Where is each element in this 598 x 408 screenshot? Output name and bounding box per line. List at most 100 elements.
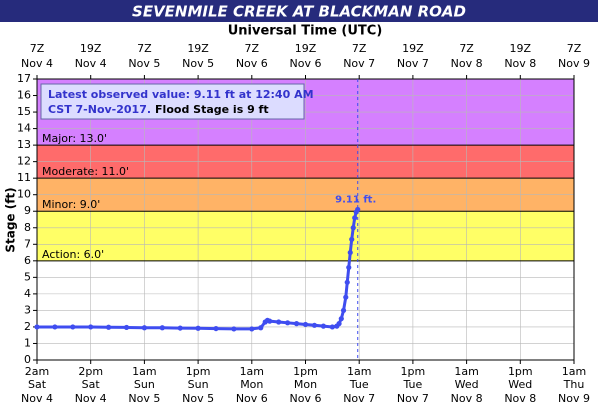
y-tick-label: 13 xyxy=(17,138,31,151)
data-point xyxy=(338,316,344,322)
y-tick-label: 9 xyxy=(24,204,31,217)
bottom-tick-date: Nov 8 xyxy=(451,392,483,405)
top-tick-label: 7Z xyxy=(30,42,45,55)
bottom-tick-day: Sun xyxy=(188,378,209,391)
data-point xyxy=(70,324,76,330)
bottom-tick-time: 2am xyxy=(25,365,49,378)
top-tick-label: 19Z xyxy=(402,42,424,55)
data-point xyxy=(311,322,318,328)
top-tick-date: Nov 5 xyxy=(182,57,214,70)
annotation-date: CST 7-Nov-2017. xyxy=(48,103,151,116)
top-tick-label: 19Z xyxy=(510,42,532,55)
bottom-tick-day: Sat xyxy=(82,378,101,391)
y-tick-label: 17 xyxy=(17,72,31,85)
top-tick-date: Nov 8 xyxy=(451,57,483,70)
y-tick-label: 15 xyxy=(17,105,31,118)
data-point xyxy=(267,318,273,324)
y-tick-label: 12 xyxy=(17,155,31,168)
bottom-tick-day: Mon xyxy=(240,378,263,391)
data-point xyxy=(329,324,335,330)
data-point xyxy=(52,324,58,330)
y-tick-label: 14 xyxy=(17,122,31,135)
data-point xyxy=(347,249,353,256)
top-tick-date: Nov 4 xyxy=(75,57,107,70)
y-tick-label: 6 xyxy=(24,254,31,267)
data-point xyxy=(346,264,352,271)
bottom-tick-time: 1am xyxy=(562,365,586,378)
bottom-tick-date: Nov 7 xyxy=(343,392,375,405)
data-point xyxy=(285,320,291,326)
band-label: Major: 13.0' xyxy=(42,132,107,145)
data-point xyxy=(141,325,147,331)
bottom-tick-date: Nov 9 xyxy=(558,392,590,405)
y-tick-label: 8 xyxy=(24,221,31,234)
data-point xyxy=(34,324,40,330)
data-point xyxy=(88,324,94,330)
chart-title: SEVENMILE CREEK AT BLACKMAN ROAD xyxy=(132,3,466,21)
bottom-tick-date: Nov 6 xyxy=(236,392,268,405)
data-point xyxy=(106,324,112,330)
band-label: Action: 6.0' xyxy=(42,248,104,261)
top-tick-label: 7Z xyxy=(459,42,474,55)
y-tick-label: 5 xyxy=(24,270,31,283)
data-point xyxy=(302,321,309,328)
y-tick-label: 7 xyxy=(24,237,31,250)
bottom-tick-day: Mon xyxy=(294,378,317,391)
bottom-tick-date: Nov 8 xyxy=(504,392,536,405)
y-tick-label: 10 xyxy=(17,188,31,201)
bottom-tick-time: 1pm xyxy=(293,365,318,378)
y-tick-label: 4 xyxy=(24,287,31,300)
data-point xyxy=(195,325,201,331)
top-tick-date: Nov 4 xyxy=(21,57,53,70)
top-tick-label: 7Z xyxy=(245,42,260,55)
bottom-tick-time: 1am xyxy=(240,365,264,378)
data-point xyxy=(320,323,326,329)
y-tick-label: 11 xyxy=(17,171,31,184)
band-label: Moderate: 11.0' xyxy=(42,165,129,178)
y-tick-label: 2 xyxy=(24,320,31,333)
data-point xyxy=(276,319,282,325)
data-point xyxy=(258,325,264,331)
top-tick-label: 7Z xyxy=(567,42,582,55)
data-point xyxy=(159,325,165,331)
annotation-line: CST 7-Nov-2017. Flood Stage is 9 ft xyxy=(48,103,269,116)
top-tick-label: 7Z xyxy=(137,42,152,55)
title-bar xyxy=(0,0,598,22)
y-tick-label: 0 xyxy=(24,353,31,366)
top-tick-date: Nov 8 xyxy=(504,57,536,70)
bottom-tick-time: 2pm xyxy=(78,365,103,378)
y-tick-label: 3 xyxy=(24,303,31,316)
data-point xyxy=(177,325,183,331)
data-point xyxy=(249,326,255,332)
bottom-tick-date: Nov 5 xyxy=(128,392,160,405)
bottom-tick-day: Sun xyxy=(134,378,155,391)
data-point xyxy=(231,326,237,332)
data-point xyxy=(293,321,300,327)
bottom-tick-time: 1am xyxy=(347,365,371,378)
bottom-tick-date: Nov 6 xyxy=(290,392,322,405)
data-point xyxy=(340,307,347,314)
data-point xyxy=(349,236,355,242)
bottom-tick-day: Tue xyxy=(349,378,369,391)
top-tick-date: Nov 6 xyxy=(290,57,322,70)
top-tick-label: 19Z xyxy=(187,42,209,55)
top-tick-label: 19Z xyxy=(80,42,102,55)
top-tick-date: Nov 5 xyxy=(128,57,160,70)
bottom-tick-time: 1pm xyxy=(186,365,211,378)
plot-border xyxy=(36,78,575,361)
bottom-tick-day: Thu xyxy=(563,378,585,391)
bottom-tick-day: Wed xyxy=(455,378,479,391)
data-point xyxy=(350,225,356,231)
data-point xyxy=(352,215,358,221)
bottom-tick-time: 1pm xyxy=(401,365,426,378)
top-tick-date: Nov 6 xyxy=(236,57,268,70)
bottom-tick-date: Nov 4 xyxy=(75,392,107,405)
annotation-line: Latest observed value: 9.11 ft at 12:40 … xyxy=(48,88,314,101)
y-tick-label: 1 xyxy=(24,336,31,349)
top-tick-date: Nov 9 xyxy=(558,57,590,70)
top-axis-title: Universal Time (UTC) xyxy=(228,24,383,39)
bottom-tick-day: Wed xyxy=(508,378,532,391)
bottom-tick-date: Nov 4 xyxy=(21,392,53,405)
top-tick-label: 19Z xyxy=(295,42,317,55)
data-point xyxy=(213,325,219,332)
